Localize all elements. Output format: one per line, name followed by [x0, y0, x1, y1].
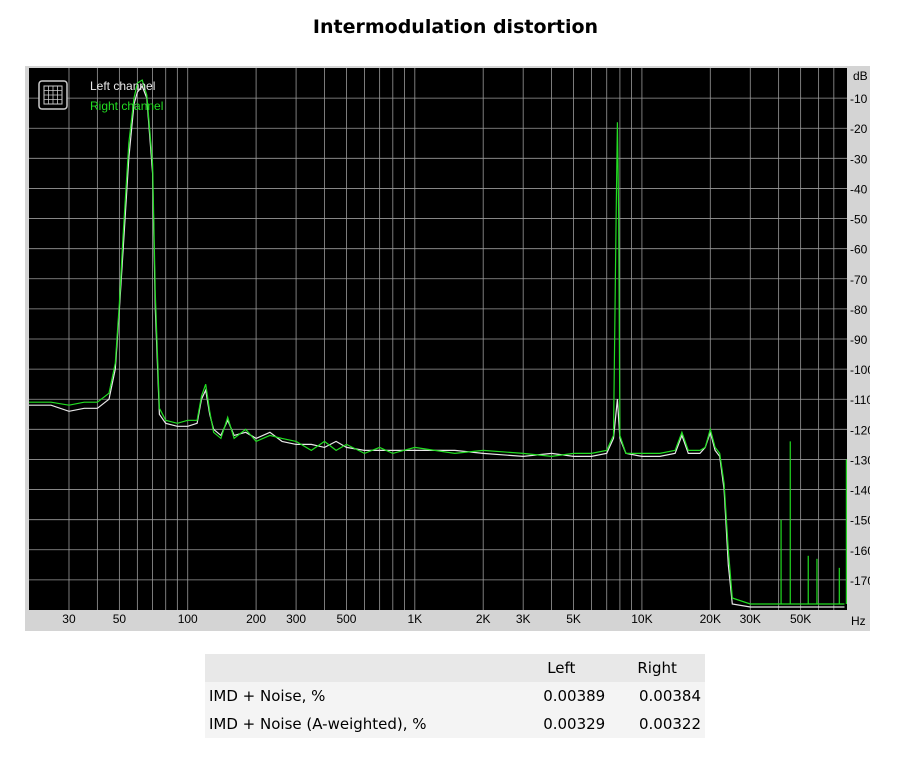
y-unit-label: dB — [853, 69, 868, 83]
legend: Left channel Right channel — [38, 79, 163, 113]
y-tick-label: -120 — [850, 423, 870, 437]
legend-left-channel: Left channel — [90, 79, 155, 93]
y-tick-label: -100 — [850, 363, 870, 377]
y-tick-label: -20 — [850, 122, 868, 136]
y-tick-label: -110 — [850, 393, 870, 407]
y-tick-label: -150 — [850, 514, 870, 528]
series-line-left-channel — [29, 84, 845, 608]
chart-title: Intermodulation distortion — [312, 16, 599, 38]
legend-right-channel: Right channel — [90, 99, 163, 113]
x-unit-label: Hz — [851, 614, 866, 628]
x-tick-label: 5K — [566, 612, 581, 626]
x-tick-label: 50K — [790, 612, 811, 626]
x-tick-label: 30 — [62, 612, 76, 626]
y-tick-label: -160 — [850, 544, 870, 558]
x-axis-ticks: 30 50 100 200 300 500 1K 2K 3K 5K 10K 20K 30K 50K — [62, 612, 811, 626]
x-tick-label: 1K — [407, 612, 422, 626]
grid-lines — [29, 68, 847, 610]
row-label: IMD + Noise, % — [209, 687, 326, 705]
left-value: 0.00389 — [543, 687, 606, 705]
x-tick-label: 200 — [246, 612, 266, 626]
y-tick-label: -70 — [850, 273, 868, 287]
x-tick-label: 50 — [113, 612, 127, 626]
x-tick-label: 100 — [178, 612, 198, 626]
y-axis-ticks: -10 -20 -30 -40 -50 -60 -70 -80 -90 -100 -110 -120 -… — [850, 92, 870, 588]
legend-grid-icon — [38, 80, 68, 110]
x-tick-label: 10K — [631, 612, 652, 626]
table-row: IMD + Noise (A-weighted), % 0.00329 0.00… — [205, 710, 705, 738]
x-tick-label: 3K — [516, 612, 531, 626]
table-row: IMD + Noise, % 0.00389 0.00384 — [205, 682, 705, 710]
results-header-right: Right — [637, 659, 677, 677]
y-tick-label: -30 — [850, 152, 868, 166]
left-value: 0.00329 — [543, 715, 606, 733]
y-tick-label: -130 — [850, 453, 870, 467]
x-tick-label: 20K — [700, 612, 721, 626]
y-tick-label: -60 — [850, 243, 868, 257]
y-tick-label: -50 — [850, 213, 868, 227]
series-layer — [29, 79, 847, 608]
y-tick-label: -140 — [850, 484, 870, 498]
results-header-row: Left Right — [205, 654, 705, 682]
y-tick-label: -90 — [850, 333, 868, 347]
row-label: IMD + Noise (A-weighted), % — [209, 715, 427, 733]
right-value: 0.00322 — [638, 715, 701, 733]
x-tick-label: 300 — [286, 612, 306, 626]
x-tick-label: 500 — [336, 612, 356, 626]
results-table: Left Right IMD + Noise, % 0.00389 0.0038… — [205, 654, 705, 738]
results-header-label — [205, 654, 513, 682]
series-line-right-channel — [29, 79, 845, 605]
y-tick-label: -80 — [850, 303, 868, 317]
x-tick-label: 2K — [476, 612, 491, 626]
imd-spectrum-chart: 30 50 100 200 300 500 1K 2K 3K 5K 10K 20K 30K 50K -10… — [25, 66, 870, 631]
y-tick-label: -10 — [850, 92, 868, 106]
y-tick-label: -40 — [850, 182, 868, 196]
x-tick-label: 30K — [740, 612, 761, 626]
y-tick-label: -170 — [850, 574, 870, 588]
right-value: 0.00384 — [638, 687, 701, 705]
results-header-left: Left — [547, 659, 576, 677]
